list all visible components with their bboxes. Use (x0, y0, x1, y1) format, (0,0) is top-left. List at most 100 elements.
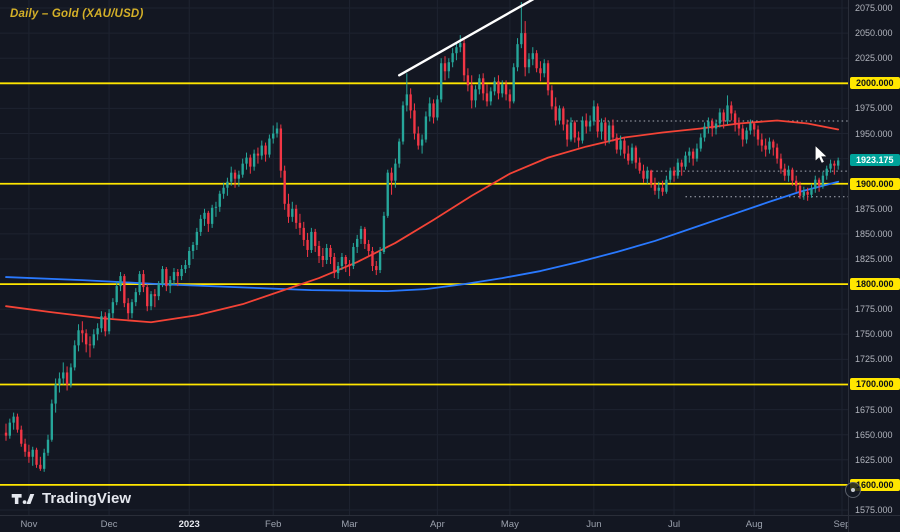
candle-body (417, 133, 420, 146)
scroll-to-realtime-button[interactable] (845, 482, 861, 498)
candle-body (31, 449, 34, 457)
price-tick-label: 1775.000 (855, 304, 893, 315)
candle-body (573, 122, 576, 138)
candle-body (84, 333, 88, 345)
time-tick-label: Aug (745, 519, 763, 530)
candle-body (619, 140, 622, 150)
candle-body (699, 137, 702, 149)
candle-body (501, 84, 504, 94)
candle-body (180, 269, 183, 277)
candle-body (16, 416, 19, 430)
candle-body (783, 168, 786, 176)
candle-body (611, 125, 615, 138)
candle-body (546, 63, 550, 91)
candle-body (466, 75, 470, 86)
candle-body (138, 274, 141, 293)
candle-body (577, 137, 580, 141)
candle-body (172, 272, 176, 281)
candle-body (165, 269, 168, 287)
candle-body (516, 44, 519, 68)
candle-body (493, 81, 496, 92)
candle-body (398, 141, 401, 164)
candle-body (470, 85, 473, 101)
candle-body (714, 123, 718, 129)
candle-body (92, 334, 95, 346)
candle-body (791, 169, 794, 181)
time-tick-label: Jun (586, 519, 602, 530)
candle-body (272, 133, 275, 139)
candle-body (447, 62, 450, 72)
candle-body (20, 429, 23, 444)
candle-body (363, 228, 367, 244)
candle-body (588, 121, 592, 127)
candle-body (12, 416, 15, 423)
candlestick-chart (0, 0, 848, 515)
candle-body (104, 316, 107, 332)
candle-body (50, 403, 53, 440)
candle-body (241, 163, 244, 175)
candle-body (562, 108, 565, 125)
candle-body (592, 106, 596, 122)
time-tick-label: Apr (429, 519, 445, 530)
candle-body (317, 245, 321, 256)
candle-body (62, 372, 65, 379)
candle-body (733, 113, 737, 124)
candle-body (4, 432, 8, 436)
candle-body (161, 269, 164, 285)
current-price-label: 1923.175 (850, 154, 900, 167)
candle-body (283, 170, 286, 204)
candle-body (333, 256, 336, 274)
candle-body (226, 181, 229, 188)
candle-body (42, 452, 46, 469)
ma-slow-line (5, 180, 840, 293)
candle-body (558, 108, 561, 121)
candle-body (642, 170, 645, 179)
chart-title: Daily – Gold (XAU/USD) (10, 8, 144, 20)
candle-body (88, 344, 92, 346)
candle-body (230, 172, 233, 182)
candle-body (126, 303, 130, 314)
candle-body (291, 208, 294, 217)
candle-body (550, 90, 554, 107)
candle-body (829, 163, 832, 169)
candle-body (245, 157, 248, 164)
candle-body (569, 122, 573, 140)
time-tick-label: Feb (265, 519, 282, 530)
candle-body (382, 215, 386, 252)
candle-body (39, 464, 42, 469)
candle-body (233, 172, 237, 179)
candle-body (142, 274, 145, 288)
candle-body (439, 63, 443, 100)
candle-body (119, 276, 122, 287)
candle-body (436, 99, 439, 118)
candle-body (249, 157, 252, 167)
candle-body (115, 286, 118, 303)
candle-body (768, 141, 771, 150)
price-level-label: 2000.000 (850, 77, 900, 90)
candle-body (646, 170, 649, 179)
candle-body (199, 218, 202, 232)
price-tick-label: 1950.000 (855, 128, 893, 139)
candle-body (218, 193, 221, 207)
candle-body (531, 53, 534, 60)
candle-body (653, 183, 657, 191)
candle-body (260, 145, 263, 156)
chart-plot-area[interactable] (0, 0, 848, 515)
candle-body (46, 439, 50, 453)
candle-body (329, 247, 332, 257)
candle-body (665, 179, 668, 192)
candle-body (718, 112, 722, 124)
candle-body (111, 302, 115, 314)
trendline[interactable] (397, 0, 544, 77)
time-axis[interactable]: Nov Dec 2023 Feb Mar Apr May Jun Jul Aug Sep (0, 515, 850, 532)
price-axis[interactable]: 1575.000 1600.000 1625.000 1650.000 1675.000… (848, 0, 900, 515)
candle-body (691, 151, 695, 159)
candle-body (207, 212, 210, 224)
axis-corner (848, 515, 900, 532)
candle-body (413, 110, 416, 134)
candle-body (359, 228, 363, 239)
candle-body (806, 191, 809, 195)
candle-body (455, 47, 458, 54)
candle-body (695, 148, 699, 159)
